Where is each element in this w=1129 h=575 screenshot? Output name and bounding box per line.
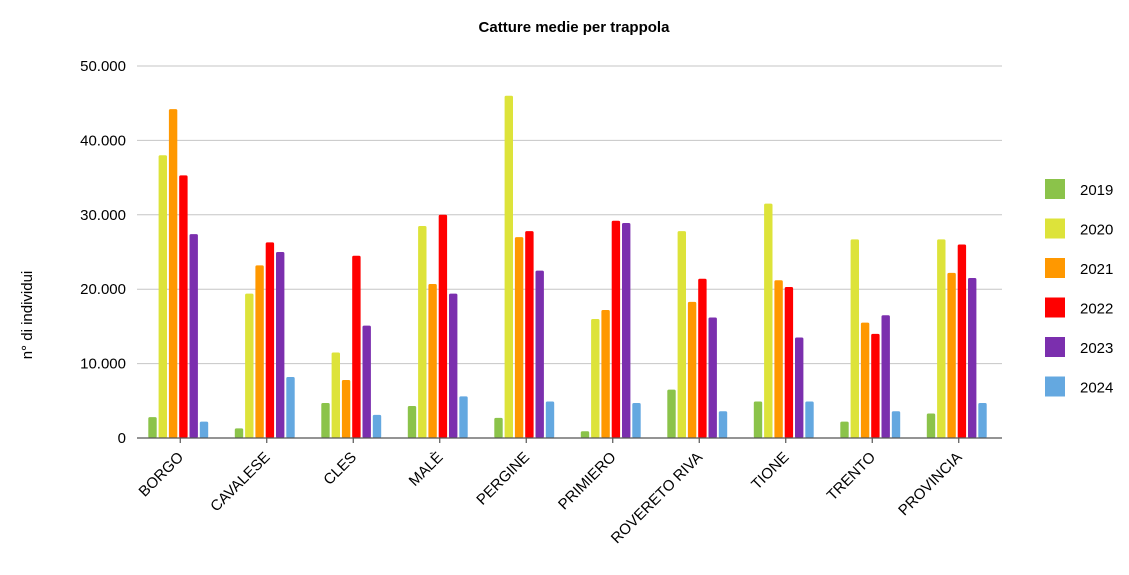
bar	[891, 411, 901, 438]
x-tick-label: PROVINCIA	[895, 449, 965, 519]
bar	[438, 214, 448, 438]
bar	[871, 333, 880, 438]
bars	[148, 95, 987, 439]
bar	[158, 155, 167, 438]
bar	[611, 220, 621, 438]
bar	[372, 414, 382, 438]
axes	[137, 437, 1002, 443]
bar	[341, 379, 351, 438]
y-tick-label: 10.000	[80, 356, 126, 373]
bar	[708, 317, 717, 438]
y-tick-label: 30.000	[80, 207, 126, 224]
bar	[459, 396, 468, 438]
y-tick-label: 50.000	[80, 58, 126, 75]
bar	[276, 252, 285, 438]
bar	[591, 318, 600, 438]
legend-label: 2023	[1080, 340, 1113, 357]
bar	[805, 401, 814, 438]
y-tick-labels: 0 10.000 20.000 30.000 40.000 50.000	[80, 58, 126, 447]
bar	[698, 278, 707, 438]
bar	[968, 278, 977, 438]
bar	[881, 315, 890, 438]
bar	[362, 325, 371, 438]
x-tick-label: PERGINE	[473, 449, 533, 509]
bar	[718, 411, 728, 438]
legend-swatch	[1045, 297, 1065, 318]
x-tick-label: PRIMIERO	[555, 449, 619, 513]
legend-label: 2020	[1080, 222, 1113, 239]
legend-swatch	[1045, 218, 1065, 239]
bar	[352, 255, 361, 438]
bar	[860, 322, 870, 438]
bar	[525, 231, 534, 438]
bar	[937, 239, 946, 438]
bar	[255, 265, 264, 438]
bar	[795, 337, 804, 438]
bar	[601, 310, 610, 438]
x-tick-label: BORGO	[136, 449, 188, 501]
legend: 2019 2020 2021 2022 2023 2024	[1045, 179, 1113, 397]
bar	[189, 234, 198, 438]
chart-title: Catture medie per trappola	[479, 19, 671, 36]
legend-swatch	[1045, 179, 1065, 199]
bar	[850, 239, 859, 438]
bar	[418, 225, 427, 438]
bar	[168, 109, 178, 438]
bar	[234, 428, 244, 438]
bar	[428, 283, 437, 438]
bar	[687, 301, 697, 438]
bar	[331, 352, 340, 438]
bar	[286, 376, 295, 438]
x-tick-label: CLES	[320, 449, 360, 489]
bar	[514, 237, 524, 438]
bar	[632, 403, 641, 438]
legend-label: 2019	[1080, 182, 1113, 199]
bar	[764, 203, 773, 438]
bar	[545, 401, 555, 438]
bar	[667, 389, 676, 438]
x-tick-label: TRENTO	[824, 449, 879, 504]
bar	[774, 280, 783, 438]
legend-swatch	[1045, 376, 1065, 397]
legend-label: 2021	[1080, 261, 1113, 278]
bar	[407, 406, 417, 438]
legend-label: 2022	[1080, 301, 1113, 318]
bar	[265, 242, 275, 438]
bar	[784, 286, 794, 438]
bar	[840, 421, 849, 438]
legend-swatch	[1045, 258, 1065, 278]
bar	[449, 293, 458, 438]
x-tick-label: TIONE	[748, 449, 792, 493]
y-tick-label: 40.000	[80, 132, 126, 149]
legend-swatch	[1045, 337, 1065, 357]
bar	[179, 175, 188, 439]
bar	[321, 403, 330, 438]
bar	[199, 421, 209, 438]
x-tick-label: CAVALESE	[207, 449, 273, 515]
bar	[148, 417, 157, 438]
bar	[978, 403, 987, 438]
y-axis-label: n° di individui	[19, 271, 36, 360]
x-tick-labels: BORGO CAVALESE CLES MALÈ PERGINE PRIMIEROROVE…	[136, 449, 966, 547]
bar	[622, 222, 631, 438]
bar	[677, 231, 686, 438]
bar	[926, 413, 936, 438]
x-tick-label: MALÈ	[406, 449, 447, 490]
bar	[753, 401, 763, 438]
bar	[494, 417, 503, 438]
y-tick-label: 20.000	[80, 281, 126, 298]
legend-label: 2024	[1080, 380, 1113, 397]
bar	[245, 293, 254, 438]
bar	[947, 272, 956, 438]
y-tick-label: 0	[118, 430, 126, 447]
x-tick-label: ROVERETO RIVA	[608, 449, 706, 547]
bar	[580, 431, 590, 438]
bar	[535, 270, 544, 438]
bar	[957, 244, 967, 438]
bar	[504, 95, 513, 438]
